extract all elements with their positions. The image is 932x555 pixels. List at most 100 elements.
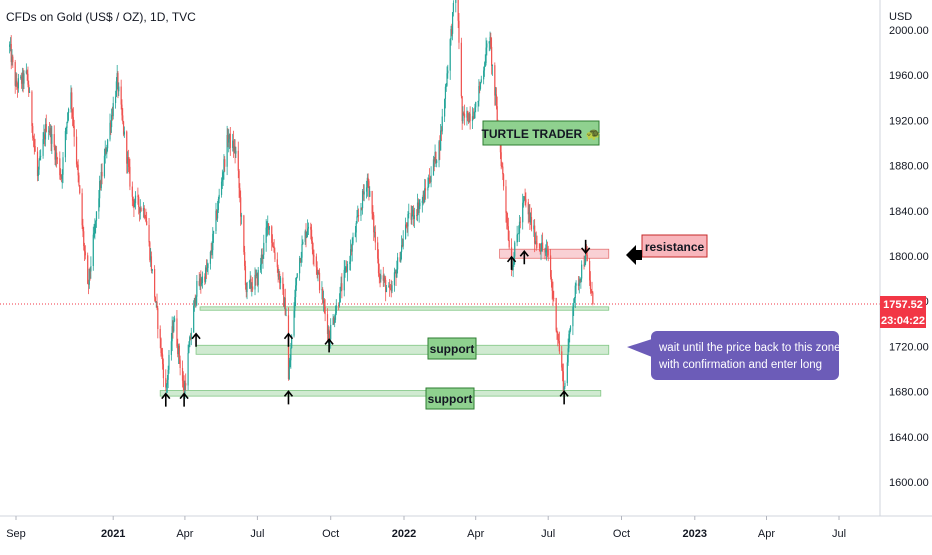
candle: [249, 271, 251, 290]
candle: [479, 81, 482, 91]
candle: [477, 100, 479, 112]
candle: [177, 338, 179, 358]
candle: [506, 211, 508, 230]
candle: [338, 302, 340, 311]
candle: [142, 202, 145, 218]
candle: [480, 75, 482, 84]
candle: [322, 287, 324, 305]
candle: [491, 37, 493, 75]
candle: [405, 222, 407, 229]
candle: [590, 288, 592, 297]
candle: [56, 156, 59, 165]
candle: [235, 146, 237, 159]
candle: [40, 149, 42, 161]
candle: [310, 222, 312, 240]
candle: [407, 211, 409, 237]
candle: [427, 177, 429, 199]
candle: [302, 239, 304, 245]
candle: [79, 184, 81, 195]
candle: [193, 297, 196, 312]
candle: [536, 235, 538, 249]
candle: [483, 66, 485, 85]
candle: [115, 77, 117, 98]
arrow-up-icon: [559, 390, 569, 405]
candle: [460, 37, 462, 99]
price-tick-label: 1720.00: [889, 341, 929, 353]
candle: [173, 315, 176, 323]
candle: [408, 203, 410, 219]
candle: [546, 239, 548, 261]
candle: [394, 269, 396, 274]
candle: [457, 0, 459, 29]
candle: [126, 130, 128, 174]
candle: [334, 305, 337, 323]
candle: [9, 37, 12, 52]
candle: [60, 168, 62, 181]
time-axis[interactable]: Sep 2021 Apr Jul Oct 2022 Apr Jul Oct 2023 Apr Jul: [6, 516, 846, 540]
candle: [25, 63, 27, 75]
candle: [553, 290, 555, 302]
candle: [106, 144, 108, 159]
candle: [591, 281, 593, 294]
time-tick-label: Apr: [758, 528, 775, 540]
candle: [345, 266, 347, 273]
candle: [547, 245, 549, 262]
candle: [557, 331, 559, 347]
candle: [395, 269, 397, 287]
candle: [61, 169, 63, 189]
time-tick-label: Oct: [322, 528, 339, 540]
candle: [346, 260, 348, 273]
candle: [114, 90, 117, 109]
candle: [561, 363, 564, 382]
candle: [432, 155, 435, 176]
note-pointer: [627, 339, 652, 357]
candle: [301, 235, 303, 263]
candle: [251, 282, 253, 297]
candle: [474, 103, 476, 119]
candle: [172, 320, 174, 339]
candle: [265, 219, 267, 252]
note-line-1: wait until the price back to this zone: [658, 342, 841, 354]
candle: [268, 225, 270, 236]
candle: [451, 12, 454, 41]
candle: [458, 12, 460, 50]
arrows-layer: [161, 239, 591, 407]
candle: [583, 255, 585, 270]
candle: [473, 111, 475, 119]
candle: [81, 188, 83, 229]
candle: [32, 123, 34, 141]
candles-layer: [9, 0, 594, 399]
candle: [89, 267, 91, 281]
candle: [145, 208, 147, 223]
candle: [267, 215, 269, 236]
candle: [128, 157, 130, 174]
candle: [103, 148, 106, 179]
candle: [12, 54, 14, 68]
candle: [88, 268, 90, 289]
candle: [369, 186, 371, 198]
candle: [323, 298, 325, 314]
candle: [463, 104, 466, 126]
candle: [346, 261, 349, 282]
candle: [434, 144, 436, 167]
candle: [592, 291, 594, 306]
candle: [183, 375, 185, 396]
candle: [166, 375, 168, 393]
candle: [294, 289, 296, 318]
candle: [450, 25, 452, 46]
candle: [428, 174, 430, 188]
candle: [349, 255, 351, 271]
candle: [149, 240, 151, 263]
candle: [95, 211, 98, 228]
candle: [211, 241, 213, 256]
candle: [368, 179, 370, 201]
time-tick-label: 2022: [392, 528, 416, 540]
candle: [245, 282, 247, 298]
candle: [525, 192, 527, 208]
candle: [310, 224, 313, 244]
candle: [421, 196, 423, 213]
time-tick-label: 2021: [101, 528, 125, 540]
candle: [279, 271, 281, 290]
turtle-trader-label: TURTLE TRADER 🐢: [482, 127, 601, 141]
candle: [94, 218, 96, 240]
